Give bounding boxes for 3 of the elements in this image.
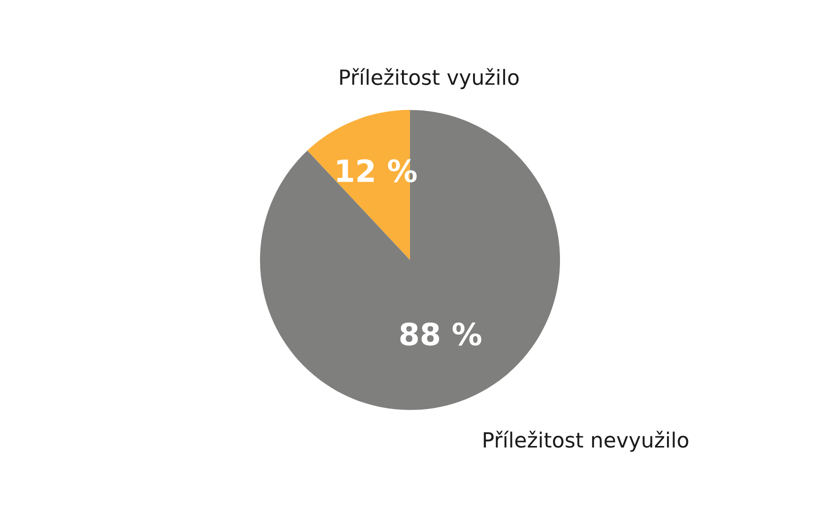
slice-label: Příležitost nevyužilo bbox=[484, 430, 688, 452]
data-label: 88 % bbox=[400, 322, 482, 346]
slice-label: Příležitost využilo bbox=[340, 68, 519, 90]
